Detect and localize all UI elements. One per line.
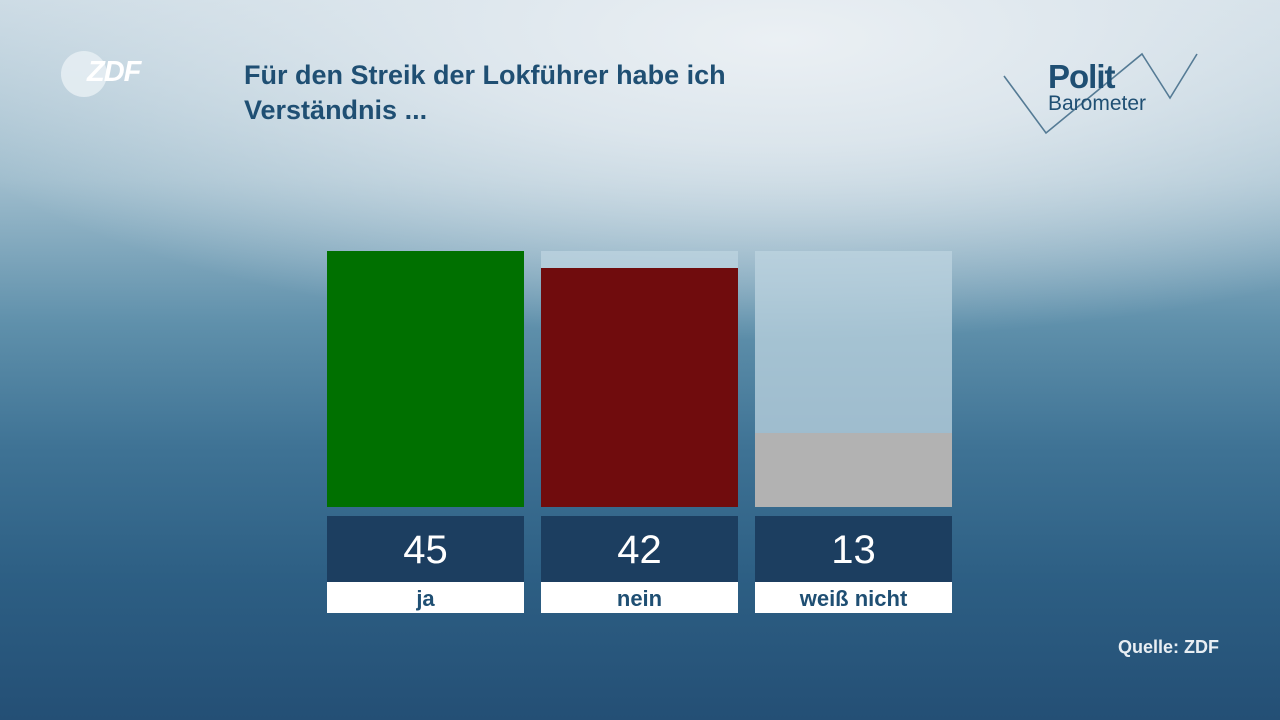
data-label: 42: [541, 516, 738, 582]
category-label: weiß nicht: [755, 582, 952, 613]
zdf-logo-text: ZDF: [87, 56, 141, 88]
zdf-logo: [61, 51, 107, 97]
zigzag-line-icon: [1003, 52, 1198, 135]
chart-title: Für den Streik der Lokführer habe ich Ve…: [244, 60, 726, 125]
brand-line1: Polit: [1048, 58, 1115, 95]
data-label: 45: [327, 516, 524, 582]
bar-2: [755, 433, 952, 507]
category-label: ja: [327, 582, 524, 613]
bar-1: [541, 268, 738, 507]
source-note: Quelle: ZDF: [1117, 637, 1219, 657]
bar-track: [541, 251, 738, 507]
category-label: nein: [541, 582, 738, 613]
data-label: 13: [755, 516, 952, 582]
bar-track: [327, 251, 524, 507]
bar-0: [327, 251, 524, 507]
politbarometer-logo: Polit Barometer: [1000, 50, 1200, 140]
bar-track: [755, 251, 952, 507]
brand-line2: Barometer: [1048, 92, 1147, 115]
